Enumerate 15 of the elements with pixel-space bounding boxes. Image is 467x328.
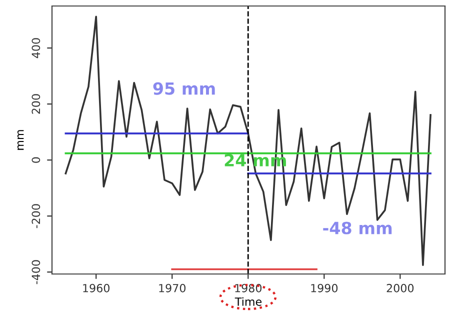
y-axis-title: mm: [17, 130, 24, 150]
line-series: [64, 16, 432, 266]
x-tick-label: 1960: [83, 284, 110, 292]
x-tick-label: 2000: [386, 284, 414, 292]
x-tick-label: 1970: [159, 284, 186, 292]
y-tick-label: -200: [32, 204, 40, 228]
text: 95 mm: [153, 82, 215, 95]
x-tick-label: 1990: [311, 284, 338, 292]
y-tick-label: -400: [32, 260, 40, 284]
y-tick-label: 200: [32, 94, 40, 114]
x-tick-label: 1980: [235, 284, 262, 292]
text: -48 mm: [323, 222, 392, 234]
y-tick-label: 0: [32, 157, 40, 163]
x-axis-title: Time: [234, 297, 262, 306]
y-tick-label: 400: [32, 38, 40, 58]
